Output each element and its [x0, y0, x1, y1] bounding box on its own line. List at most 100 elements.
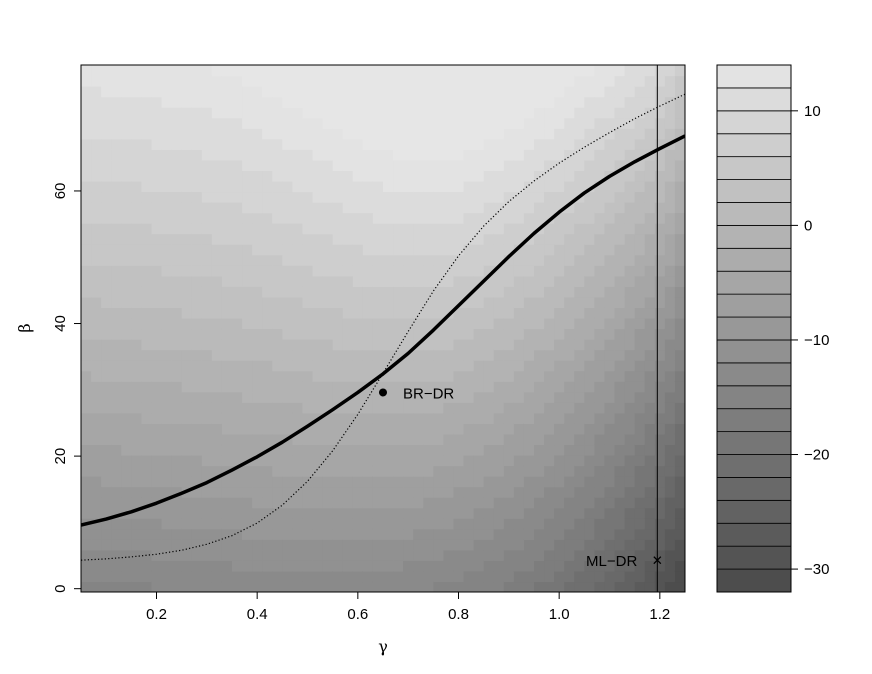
heatmap-cell [524, 76, 535, 87]
heatmap-cell [423, 139, 434, 150]
heatmap-cell [464, 539, 475, 550]
heatmap-cell [222, 276, 233, 287]
heatmap-cell [162, 107, 173, 118]
heatmap-cell [262, 76, 273, 87]
heatmap-cell [262, 339, 273, 350]
heatmap-cell [202, 455, 213, 466]
heatmap-cell [574, 350, 585, 361]
heatmap-cell [413, 276, 424, 287]
heatmap-cell [192, 118, 203, 129]
heatmap-cell [212, 223, 223, 234]
heatmap-cell [192, 539, 203, 550]
heatmap-cell [625, 213, 636, 224]
heatmap-cell [393, 307, 404, 318]
heatmap-cell [162, 181, 173, 192]
heatmap-cell [514, 487, 525, 498]
heatmap-cell [604, 160, 615, 171]
heatmap-cell [252, 466, 263, 477]
heatmap-cell [252, 350, 263, 361]
heatmap-cell [645, 423, 656, 434]
heatmap-cell [192, 86, 203, 97]
heatmap-cell [625, 518, 636, 529]
heatmap-cell [393, 107, 404, 118]
heatmap-cell [615, 286, 626, 297]
heatmap-cell [433, 423, 444, 434]
heatmap-cell [443, 339, 454, 350]
heatmap-cell [222, 518, 233, 529]
heatmap-cell [81, 97, 92, 108]
heatmap-cell [162, 160, 173, 171]
heatmap-cell [282, 202, 293, 213]
heatmap-cell [574, 571, 585, 582]
heatmap-cell [514, 276, 525, 287]
heatmap-cell [323, 434, 334, 445]
heatmap-cell [91, 339, 102, 350]
heatmap-cell [192, 571, 203, 582]
heatmap-cell [544, 307, 555, 318]
heatmap-cell [111, 371, 122, 382]
heatmap-cell [665, 276, 676, 287]
heatmap-cell [292, 413, 303, 424]
heatmap-cell [252, 234, 263, 245]
heatmap-cell [343, 381, 354, 392]
heatmap-cell [443, 560, 454, 571]
heatmap-cell [544, 107, 555, 118]
heatmap-cell [534, 360, 545, 371]
heatmap-cell [343, 223, 354, 234]
heatmap-cell [252, 318, 263, 329]
heatmap-cell [252, 86, 263, 97]
heatmap-cell [413, 76, 424, 87]
heatmap-cell [222, 65, 233, 76]
heatmap-cell [151, 276, 162, 287]
heatmap-cell [202, 255, 213, 266]
heatmap-cell [252, 286, 263, 297]
heatmap-cell [131, 76, 142, 87]
heatmap-cell [484, 297, 495, 308]
heatmap-cell [453, 423, 464, 434]
heatmap-cell [333, 118, 344, 129]
heatmap-cell [413, 508, 424, 519]
heatmap-cell [564, 350, 575, 361]
heatmap-cell [121, 86, 132, 97]
heatmap-cell [363, 571, 374, 582]
heatmap-cell [91, 571, 102, 582]
heatmap-cell [625, 97, 636, 108]
heatmap-cell [313, 476, 324, 487]
heatmap-cell [252, 170, 263, 181]
heatmap-cell [574, 508, 585, 519]
heatmap-cell [292, 402, 303, 413]
heatmap-cell [433, 402, 444, 413]
heatmap-cell [665, 402, 676, 413]
heatmap-cell [413, 413, 424, 424]
heatmap-cell [81, 529, 92, 540]
heatmap-cell [484, 550, 495, 561]
heatmap-cell [91, 560, 102, 571]
heatmap-cell [282, 223, 293, 234]
heatmap-cell [423, 423, 434, 434]
heatmap-cell [81, 213, 92, 224]
heatmap-cell [252, 107, 263, 118]
heatmap-cell [604, 339, 615, 350]
heatmap-cell [343, 413, 354, 424]
heatmap-cell [353, 455, 364, 466]
heatmap-cell [252, 539, 263, 550]
heatmap-cell [182, 360, 193, 371]
heatmap-cell [302, 65, 313, 76]
heatmap-cell [282, 508, 293, 519]
heatmap-cell [453, 276, 464, 287]
heatmap-cell [635, 434, 646, 445]
heatmap-cell [423, 202, 434, 213]
heatmap-cell [141, 487, 152, 498]
heatmap-cell [564, 381, 575, 392]
heatmap-cell [504, 181, 515, 192]
heatmap-cell [675, 160, 686, 171]
heatmap-cell [141, 413, 152, 424]
heatmap-cell [91, 392, 102, 403]
heatmap-cell [121, 329, 132, 340]
heatmap-cell [373, 402, 384, 413]
heatmap-cell [615, 65, 626, 76]
heatmap-cell [222, 444, 233, 455]
heatmap-cell [544, 508, 555, 519]
heatmap-cell [323, 181, 334, 192]
heatmap-cell [453, 265, 464, 276]
